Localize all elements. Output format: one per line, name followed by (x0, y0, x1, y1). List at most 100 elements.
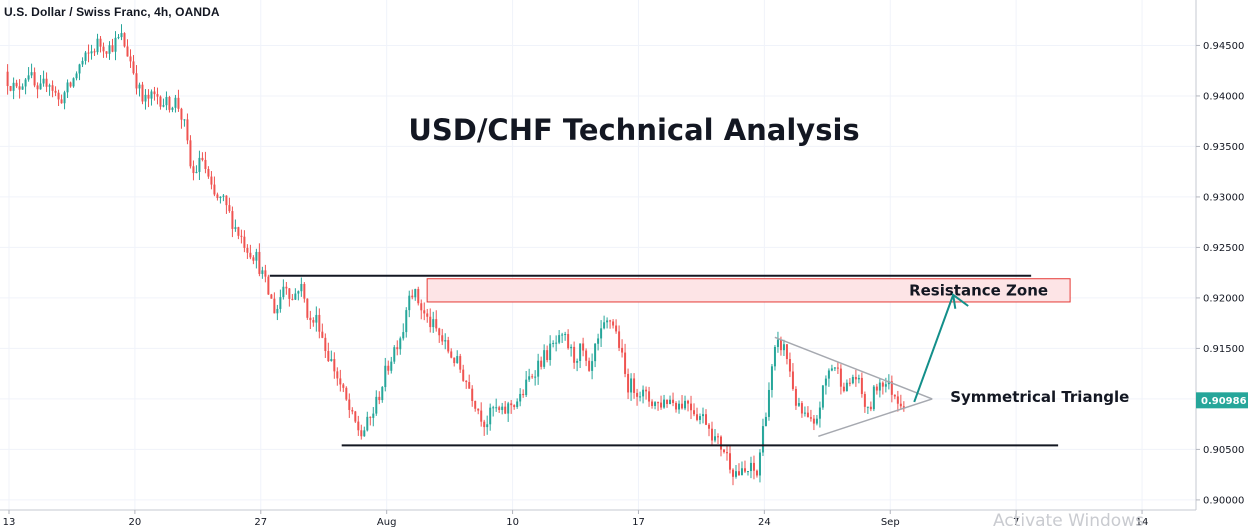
candle-body (740, 468, 743, 476)
candle-body (773, 346, 776, 367)
candle-body (573, 346, 576, 363)
candle-body (309, 317, 312, 321)
candle-body (435, 319, 438, 329)
candle-body (273, 298, 276, 314)
candle-body (387, 365, 390, 371)
y-tick-label: 0.92500 (1203, 243, 1244, 254)
candle-body (459, 356, 462, 370)
candle-body (519, 393, 522, 402)
candle-body (81, 60, 84, 65)
candle-body (135, 73, 138, 89)
y-tick-label: 0.94000 (1203, 91, 1244, 102)
candle-body (627, 373, 630, 393)
candle-body (201, 157, 204, 160)
candle-body (642, 389, 645, 397)
candle-body (120, 33, 123, 38)
time-axis[interactable]: 13 20 27 Aug 10 17 24 Sep 7 14 (3, 510, 1149, 528)
candle-body (603, 322, 606, 329)
candle-body (654, 402, 657, 406)
candle-body (267, 276, 270, 295)
candle-body (731, 469, 734, 477)
candle-body (150, 91, 153, 99)
candle-body (285, 286, 288, 289)
candle-body (869, 406, 872, 410)
candle-body (9, 86, 12, 91)
candle-body (717, 436, 720, 438)
y-tick-label: 0.92000 (1203, 293, 1244, 304)
candle-body (830, 368, 833, 371)
candle-body (591, 361, 594, 371)
candle-body (758, 452, 761, 476)
resistance-zone[interactable]: Resistance Zone (426, 278, 1071, 303)
candle-body (699, 416, 702, 420)
candle-body (719, 436, 722, 450)
candle-body (345, 387, 348, 400)
breakout-arrow[interactable] (913, 292, 969, 403)
candle-body (303, 283, 306, 299)
candle-body (402, 332, 405, 339)
candle-body (824, 378, 827, 386)
candle-body (117, 37, 120, 39)
symmetrical-triangle[interactable] (774, 336, 933, 437)
candle-body (800, 403, 803, 414)
candle-body (360, 430, 363, 437)
y-tick-label: 0.94500 (1203, 41, 1244, 52)
candle-body (261, 270, 264, 274)
candle-body (749, 462, 752, 472)
candle-body (845, 382, 848, 392)
candle-body (770, 366, 773, 390)
candle-body (450, 351, 453, 358)
candle-body (15, 82, 18, 87)
candle-body (782, 344, 785, 351)
candle-body (615, 325, 618, 332)
candle-body (252, 257, 255, 261)
candle-body (803, 412, 806, 414)
candle-body (12, 82, 15, 91)
candle-body (132, 61, 135, 74)
candle-body (300, 283, 303, 292)
arrow-head[interactable] (951, 292, 969, 309)
candle-body (24, 79, 27, 87)
candle-body (534, 376, 537, 378)
resistance-zone-box[interactable] (426, 278, 1071, 303)
candle-body (270, 294, 273, 299)
candles (6, 24, 905, 486)
arrow-shaft[interactable] (913, 294, 955, 403)
candle-body (390, 361, 393, 371)
candle-body (896, 396, 899, 404)
candle-body (693, 410, 696, 415)
triangle-lower-line[interactable] (818, 398, 933, 437)
candle-body (489, 407, 492, 425)
candle-body (498, 407, 501, 410)
candle-body (111, 45, 114, 52)
candle-body (597, 338, 600, 344)
trend-lines[interactable] (269, 274, 1059, 447)
candle-body (543, 350, 546, 367)
candle-body (474, 400, 477, 409)
candle-body (99, 38, 102, 47)
candle-body (522, 393, 525, 396)
candle-body (198, 157, 201, 172)
triangle-upper-line[interactable] (774, 336, 933, 400)
candle-body (87, 52, 90, 54)
candle-body (711, 428, 714, 441)
candle-body (207, 168, 210, 177)
candle-body (477, 408, 480, 411)
candle-body (417, 289, 420, 304)
candle-body (378, 396, 381, 401)
candle-body (411, 295, 414, 298)
candle-body (36, 85, 39, 90)
candle-body (507, 403, 510, 414)
candle-body (585, 350, 588, 361)
candle-body (222, 195, 225, 197)
candle-body (138, 84, 141, 89)
candle-body (162, 105, 165, 107)
price-axis[interactable]: 0.94500 0.94000 0.93500 0.93000 0.92500 0.920… (1196, 41, 1244, 506)
candle-body (702, 414, 705, 417)
candle-body (609, 320, 612, 322)
candle-body (249, 252, 252, 258)
candle-body (513, 405, 516, 407)
y-tick-label: 0.90500 (1203, 445, 1244, 456)
candle-body (779, 339, 782, 351)
